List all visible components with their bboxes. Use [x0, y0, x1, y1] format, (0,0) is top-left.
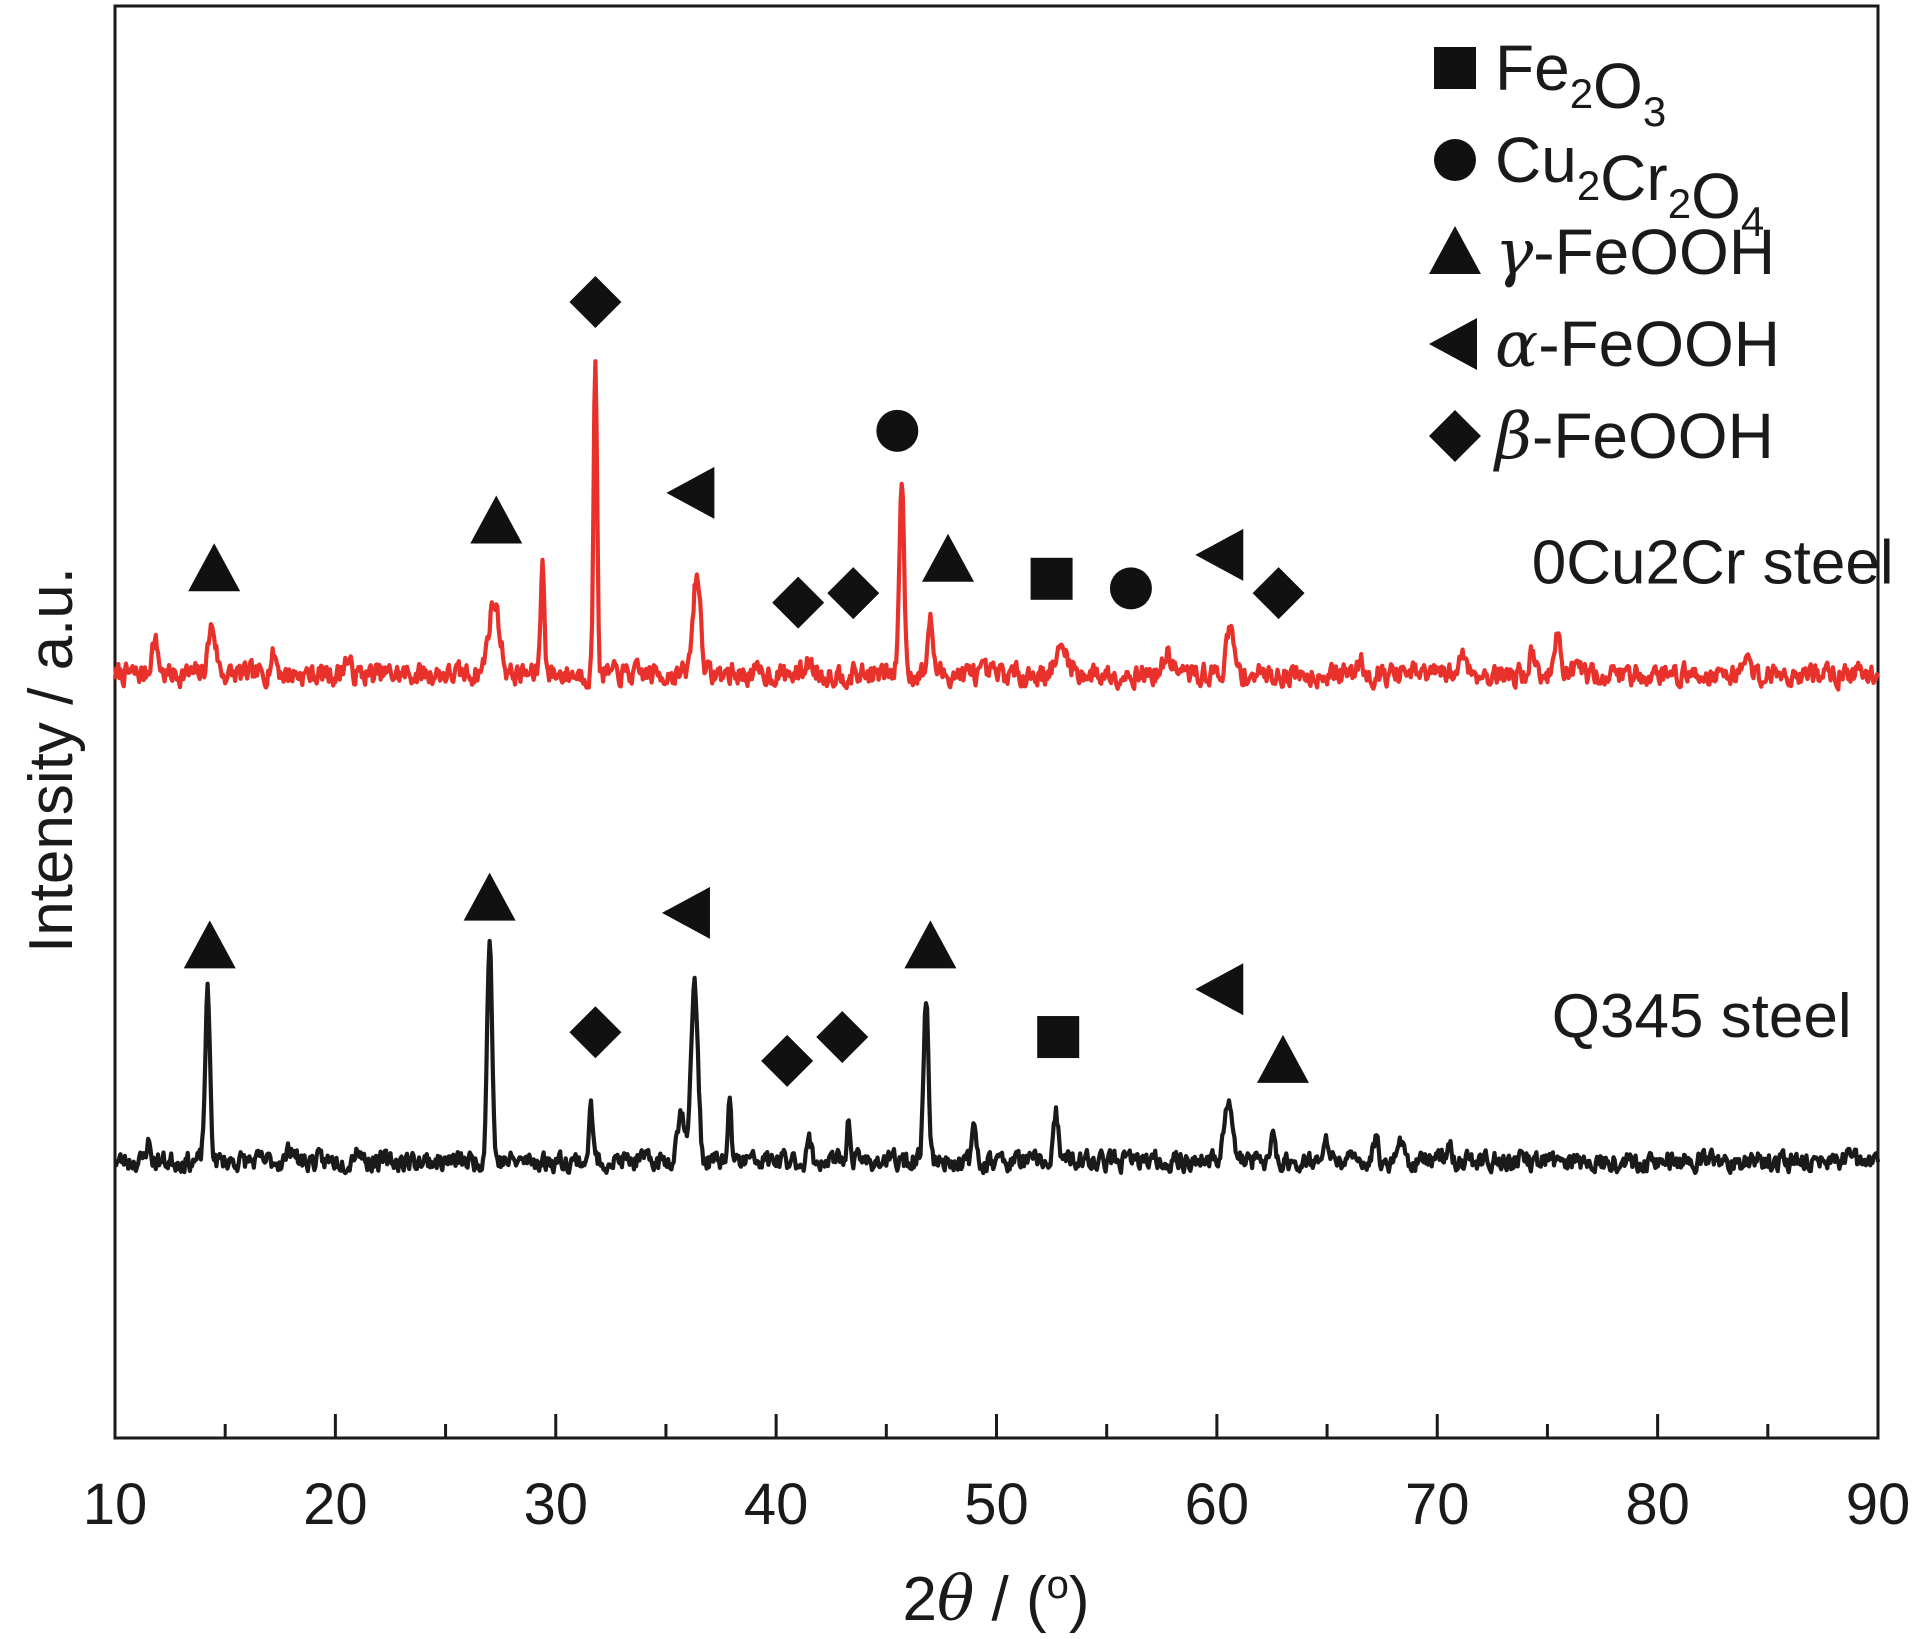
- triangle-up-phase-marker: [470, 495, 523, 544]
- x-axis-ticks: [113, 1414, 1880, 1438]
- x-tick-label: 10: [83, 1472, 148, 1537]
- legend-label: γ-FeOOH: [1495, 216, 1775, 290]
- x-tick-label: 40: [744, 1472, 809, 1537]
- legend-label: α-FeOOH: [1495, 308, 1780, 382]
- legend-label: β-FeOOH: [1493, 400, 1774, 474]
- triangle-left-phase-marker: [666, 466, 715, 519]
- legend-square-icon: [1434, 47, 1476, 89]
- x-axis-title-symbol: θ: [937, 1562, 974, 1635]
- legend-circle-icon: [1434, 139, 1476, 181]
- triangle-up-phase-marker: [188, 543, 241, 592]
- triangle-up-phase-marker: [904, 920, 957, 969]
- triangle-up-phase-marker: [183, 920, 236, 969]
- series-layer: [112, 359, 1881, 1176]
- triangle-left-phase-marker: [1195, 528, 1244, 581]
- triangle-up-phase-marker: [463, 872, 516, 921]
- legend-label: Cu2Cr2O4: [1495, 124, 1764, 245]
- legend-triangle-left-icon: [1429, 318, 1477, 370]
- legend-label: Fe2O3: [1495, 32, 1666, 135]
- legend-diamond-icon: [1429, 410, 1481, 462]
- triangle-left-phase-marker: [661, 886, 710, 939]
- diamond-phase-marker: [772, 576, 825, 629]
- series-line-2: [114, 938, 1881, 1176]
- circle-phase-marker: [1109, 567, 1152, 610]
- phase-markers: [183, 275, 1309, 1087]
- y-axis-title: Intensity / a.u.: [17, 567, 86, 953]
- circle-phase-marker: [876, 409, 919, 452]
- triangle-up-phase-marker: [1256, 1034, 1309, 1083]
- diamond-phase-marker: [569, 275, 622, 328]
- square-phase-marker: [1030, 557, 1073, 600]
- series-label: Q345 steel: [1552, 982, 1852, 1051]
- x-tick-label: 50: [964, 1472, 1029, 1537]
- diamond-phase-marker: [1252, 567, 1305, 620]
- triangle-up-phase-marker: [922, 533, 975, 582]
- series-label: 0Cu2Cr steel: [1532, 529, 1894, 598]
- x-axis-title-prefix: 2: [902, 1565, 936, 1634]
- diamond-phase-marker: [569, 1006, 622, 1059]
- square-phase-marker: [1037, 1016, 1080, 1059]
- x-tick-label: 30: [523, 1472, 588, 1537]
- x-tick-label: 70: [1405, 1472, 1470, 1537]
- diamond-phase-marker: [816, 1011, 869, 1064]
- x-tick-label: 90: [1846, 1472, 1911, 1537]
- x-axis-tick-labels: 10 20 30 40 50 60 70 80 90: [83, 1472, 1911, 1537]
- x-axis-title-suffix: / (: [974, 1565, 1047, 1634]
- x-tick-label: 80: [1625, 1472, 1690, 1537]
- x-axis-title: 2θ / (o): [902, 1562, 1089, 1635]
- legend-triangle-up-icon: [1429, 226, 1481, 274]
- x-axis-title-close: ): [1069, 1565, 1090, 1634]
- x-tick-label: 20: [303, 1472, 368, 1537]
- series-line-1: [112, 359, 1881, 692]
- series-labels: 0Cu2Cr steel Q345 steel: [1532, 529, 1894, 1051]
- diamond-phase-marker: [761, 1034, 814, 1087]
- x-tick-label: 60: [1185, 1472, 1250, 1537]
- x-axis-title-degree: o: [1047, 1563, 1069, 1607]
- triangle-left-phase-marker: [1195, 963, 1244, 1016]
- diamond-phase-marker: [827, 567, 880, 620]
